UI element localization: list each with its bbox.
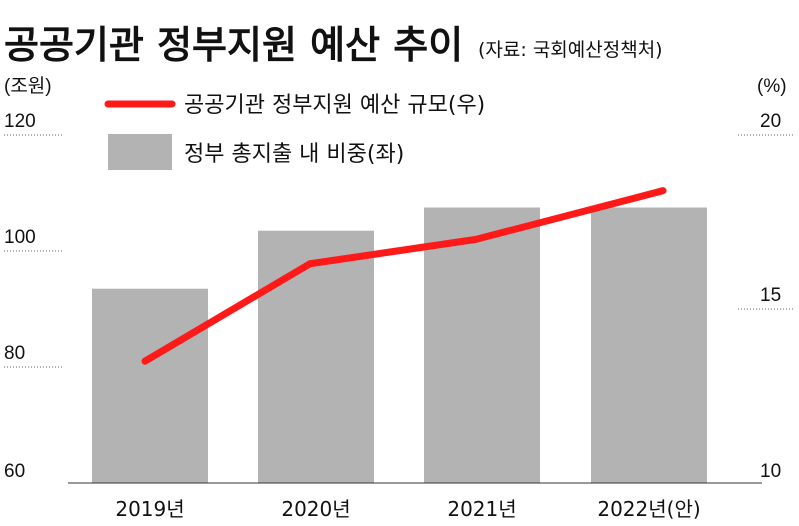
right-axis-ticks: 20 15 10 [738, 111, 795, 482]
chart-source: (자료: 국회예산정책처) [478, 39, 663, 61]
line-path [141, 187, 667, 365]
legend-bar-swatch [108, 134, 172, 170]
bar [92, 288, 208, 483]
right-tick-label: 20 [760, 111, 781, 132]
left-tick-label: 60 [4, 461, 25, 482]
line-series [141, 187, 667, 365]
left-tick-label: 80 [4, 343, 25, 364]
left-axis-unit: (조원) [4, 75, 52, 97]
left-tick-label: 100 [4, 227, 36, 248]
bar [424, 207, 540, 483]
legend-bar-label: 정부 총지출 내 비중(좌) [184, 142, 404, 167]
legend-line-label: 공공기관 정부지원 예산 규모(우) [184, 93, 485, 118]
bar-series [92, 207, 707, 483]
left-tick-label: 120 [4, 111, 36, 132]
category-label: 2019년 [115, 497, 184, 521]
chart-title: 공공기관 정부지원 예산 추이 [4, 23, 463, 67]
legend: 공공기관 정부지원 예산 규모(우) 정부 총지출 내 비중(좌) [88, 82, 496, 188]
category-label: 2022년(안) [597, 497, 700, 521]
category-label: 2020년 [281, 497, 350, 521]
bar [258, 230, 374, 483]
category-labels: 2019년 2020년 2021년 2022년(안) [115, 497, 700, 521]
bar [591, 207, 707, 483]
right-tick-label: 10 [760, 461, 781, 482]
right-tick-label: 15 [760, 285, 781, 306]
left-axis-ticks: 120 100 80 60 [4, 111, 62, 482]
right-axis-unit: (%) [757, 76, 787, 97]
category-label: 2021년 [447, 497, 516, 521]
